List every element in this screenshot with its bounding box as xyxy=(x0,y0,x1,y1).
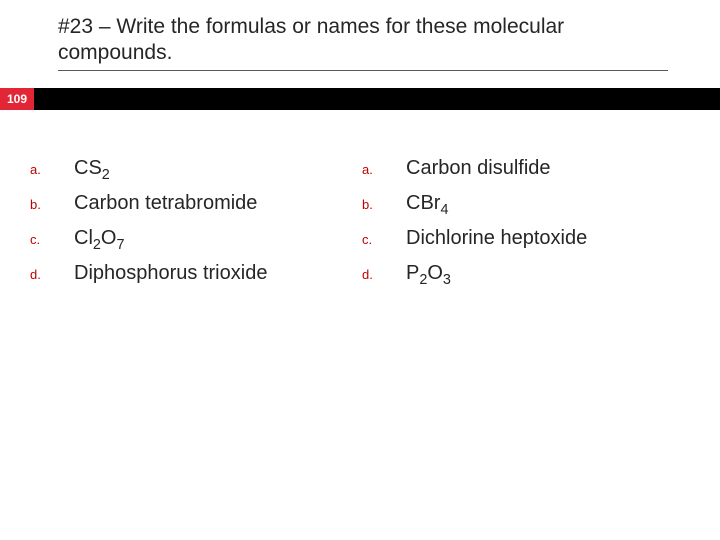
list-item: b. Carbon tetrabromide xyxy=(28,190,360,217)
item-letter: a. xyxy=(28,162,74,177)
item-answer: P2O3 xyxy=(406,260,451,287)
item-answer: CBr4 xyxy=(406,190,448,217)
item-letter: b. xyxy=(360,197,406,212)
item-letter: c. xyxy=(28,232,74,247)
item-letter: c. xyxy=(360,232,406,247)
item-letter: b. xyxy=(28,197,74,212)
slide-title: #23 – Write the formulas or names for th… xyxy=(58,14,668,67)
list-item: b. CBr4 xyxy=(360,190,692,217)
item-answer: Carbon tetrabromide xyxy=(74,190,257,217)
right-column: a. Carbon disulfide b. CBr4 c. Dichlorin… xyxy=(360,155,692,295)
list-item: a. Carbon disulfide xyxy=(360,155,692,182)
slide-number-badge: 109 xyxy=(0,88,34,110)
item-letter: d. xyxy=(360,267,406,282)
list-item: c. Dichlorine heptoxide xyxy=(360,225,692,252)
badge-row: 109 xyxy=(0,88,720,110)
list-item: d. Diphosphorus trioxide xyxy=(28,260,360,287)
list-item: c. Cl2O7 xyxy=(28,225,360,252)
item-answer: Diphosphorus trioxide xyxy=(74,260,267,287)
list-item: d. P2O3 xyxy=(360,260,692,287)
list-item: a. CS2 xyxy=(28,155,360,182)
item-answer: Carbon disulfide xyxy=(406,155,551,182)
item-answer: Cl2O7 xyxy=(74,225,124,252)
item-letter: a. xyxy=(360,162,406,177)
left-column: a. CS2 b. Carbon tetrabromide c. Cl2O7 d… xyxy=(28,155,360,295)
item-answer: CS2 xyxy=(74,155,110,182)
content-area: a. CS2 b. Carbon tetrabromide c. Cl2O7 d… xyxy=(28,155,692,295)
badge-bar xyxy=(34,88,720,110)
item-letter: d. xyxy=(28,267,74,282)
title-underline xyxy=(58,70,668,71)
item-answer: Dichlorine heptoxide xyxy=(406,225,587,252)
slide: #23 – Write the formulas or names for th… xyxy=(0,0,720,540)
title-block: #23 – Write the formulas or names for th… xyxy=(58,14,668,67)
